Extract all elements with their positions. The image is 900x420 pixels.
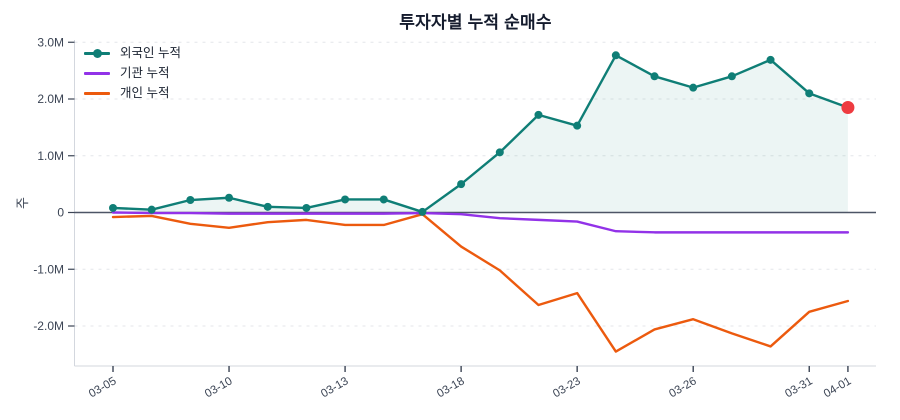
data-point-marker	[805, 89, 814, 98]
data-point-marker	[495, 148, 504, 157]
x-tick-label: 03-26	[667, 375, 698, 400]
data-point-marker	[302, 203, 311, 212]
y-tick-label: 3.0M	[37, 35, 64, 49]
data-point-marker	[147, 205, 156, 214]
foreign-series-markers	[109, 51, 814, 216]
legend-line-swatch-icon	[84, 86, 110, 101]
data-point-marker	[263, 202, 272, 211]
data-point-marker	[573, 121, 582, 130]
series-line-2	[111, 213, 850, 353]
legend-item-0: 외국인 누적	[84, 46, 181, 61]
data-point-marker	[650, 72, 659, 81]
x-tick-label: 04-01	[822, 375, 853, 400]
legend-line-swatch-icon	[84, 66, 110, 81]
legend-label: 외국인 누적	[120, 46, 181, 60]
legend-line-swatch-icon	[84, 46, 110, 61]
y-axis: 3.0M 2.0M 1.0M 0 -1.0M -2.0M	[33, 35, 75, 333]
x-tick-label: 03-10	[203, 375, 234, 400]
data-point-marker	[689, 83, 698, 92]
series-line-1	[111, 211, 850, 234]
y-axis-title: 주	[14, 197, 30, 209]
y-tick-label: 2.0M	[37, 92, 64, 106]
x-tick-label: 03-18	[435, 375, 466, 400]
legend-item-1: 기관 누적	[84, 66, 181, 81]
x-tick-label: 03-05	[87, 375, 118, 400]
foreign-area-fill	[113, 55, 848, 213]
data-point-marker	[611, 51, 620, 60]
last-point-marker	[841, 101, 855, 115]
y-tick-label: -2.0M	[33, 319, 64, 333]
data-point-marker	[341, 195, 350, 204]
legend-label: 개인 누적	[120, 86, 170, 100]
x-tick-label: 03-23	[551, 375, 582, 400]
data-point-marker	[225, 193, 234, 202]
data-point-marker	[457, 180, 466, 189]
x-axis: 03-05 03-10 03-13 03-18 03-23 03-26 03-31 04-01	[87, 366, 853, 400]
data-point-marker	[186, 196, 195, 205]
series-line-0	[111, 54, 850, 214]
y-tick-label: 0	[57, 206, 64, 220]
data-point-marker	[379, 195, 388, 204]
legend-label: 기관 누적	[120, 66, 170, 80]
data-point-marker	[109, 203, 117, 212]
chart-title: 투자자별 누적 순매수	[399, 13, 552, 32]
x-tick-label: 03-13	[319, 375, 350, 400]
data-point-marker	[727, 72, 736, 81]
gridlines	[74, 41, 876, 327]
y-tick-label: -1.0M	[33, 262, 64, 276]
legend-item-2: 개인 누적	[84, 86, 181, 101]
data-point-marker	[766, 55, 775, 64]
y-tick-label: 1.0M	[37, 149, 64, 163]
data-point-marker	[534, 110, 543, 119]
data-point-marker	[418, 207, 427, 216]
x-tick-label: 03-31	[783, 375, 814, 400]
